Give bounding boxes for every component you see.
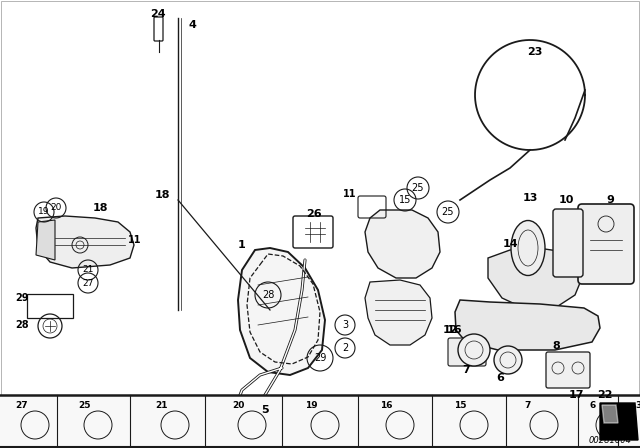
Polygon shape: [36, 216, 134, 268]
Polygon shape: [602, 405, 618, 423]
Text: 23: 23: [527, 47, 543, 57]
FancyBboxPatch shape: [553, 209, 583, 277]
Text: 10: 10: [558, 195, 573, 205]
Text: 7: 7: [524, 401, 531, 409]
Text: 20: 20: [51, 203, 61, 212]
Text: 6: 6: [496, 373, 504, 383]
Text: 25: 25: [78, 401, 90, 409]
Text: 18: 18: [92, 203, 108, 213]
Text: 12: 12: [442, 325, 458, 335]
Text: 28: 28: [15, 320, 29, 330]
Text: 24: 24: [150, 9, 166, 19]
FancyBboxPatch shape: [578, 204, 634, 284]
Text: 00281004: 00281004: [589, 436, 632, 445]
Text: 22: 22: [597, 390, 612, 400]
Text: 3: 3: [635, 401, 640, 409]
Text: 11: 11: [343, 189, 356, 199]
Text: 2: 2: [342, 343, 348, 353]
Bar: [0, 395, 640, 448]
Text: 13: 13: [522, 193, 538, 203]
Text: 19: 19: [305, 401, 317, 409]
Text: 16: 16: [380, 401, 392, 409]
Polygon shape: [238, 248, 325, 375]
Circle shape: [458, 334, 490, 366]
Text: 21: 21: [155, 401, 168, 409]
Polygon shape: [36, 220, 55, 260]
Text: 16: 16: [447, 325, 463, 335]
Polygon shape: [455, 300, 600, 350]
Text: 19: 19: [38, 207, 50, 216]
Text: 27: 27: [15, 401, 28, 409]
Text: 15: 15: [399, 195, 411, 205]
Polygon shape: [365, 210, 440, 278]
Polygon shape: [488, 248, 582, 310]
FancyBboxPatch shape: [154, 17, 163, 41]
Text: 25: 25: [412, 183, 424, 193]
Circle shape: [494, 346, 522, 374]
Text: 8: 8: [552, 341, 560, 351]
FancyBboxPatch shape: [546, 352, 590, 388]
Text: 14: 14: [502, 239, 518, 249]
Text: 29: 29: [314, 353, 326, 363]
Polygon shape: [600, 403, 638, 440]
Text: 20: 20: [232, 401, 244, 409]
Text: 29: 29: [15, 293, 29, 303]
Text: 25: 25: [442, 207, 454, 217]
Text: 27: 27: [83, 279, 93, 288]
Text: 7: 7: [462, 365, 470, 375]
Text: 17: 17: [568, 390, 584, 400]
Text: 5: 5: [261, 405, 269, 415]
Text: 26: 26: [306, 209, 322, 219]
Text: 4: 4: [188, 20, 196, 30]
Text: 6: 6: [590, 401, 596, 409]
FancyBboxPatch shape: [448, 338, 486, 366]
Text: 21: 21: [83, 266, 93, 275]
Polygon shape: [365, 280, 432, 345]
Text: 3: 3: [342, 320, 348, 330]
Text: 15: 15: [454, 401, 467, 409]
Ellipse shape: [511, 220, 545, 276]
Text: 28: 28: [262, 290, 274, 300]
Text: 1: 1: [238, 240, 246, 250]
Text: 18: 18: [154, 190, 170, 200]
Text: 11: 11: [128, 235, 141, 245]
Text: 9: 9: [606, 195, 614, 205]
